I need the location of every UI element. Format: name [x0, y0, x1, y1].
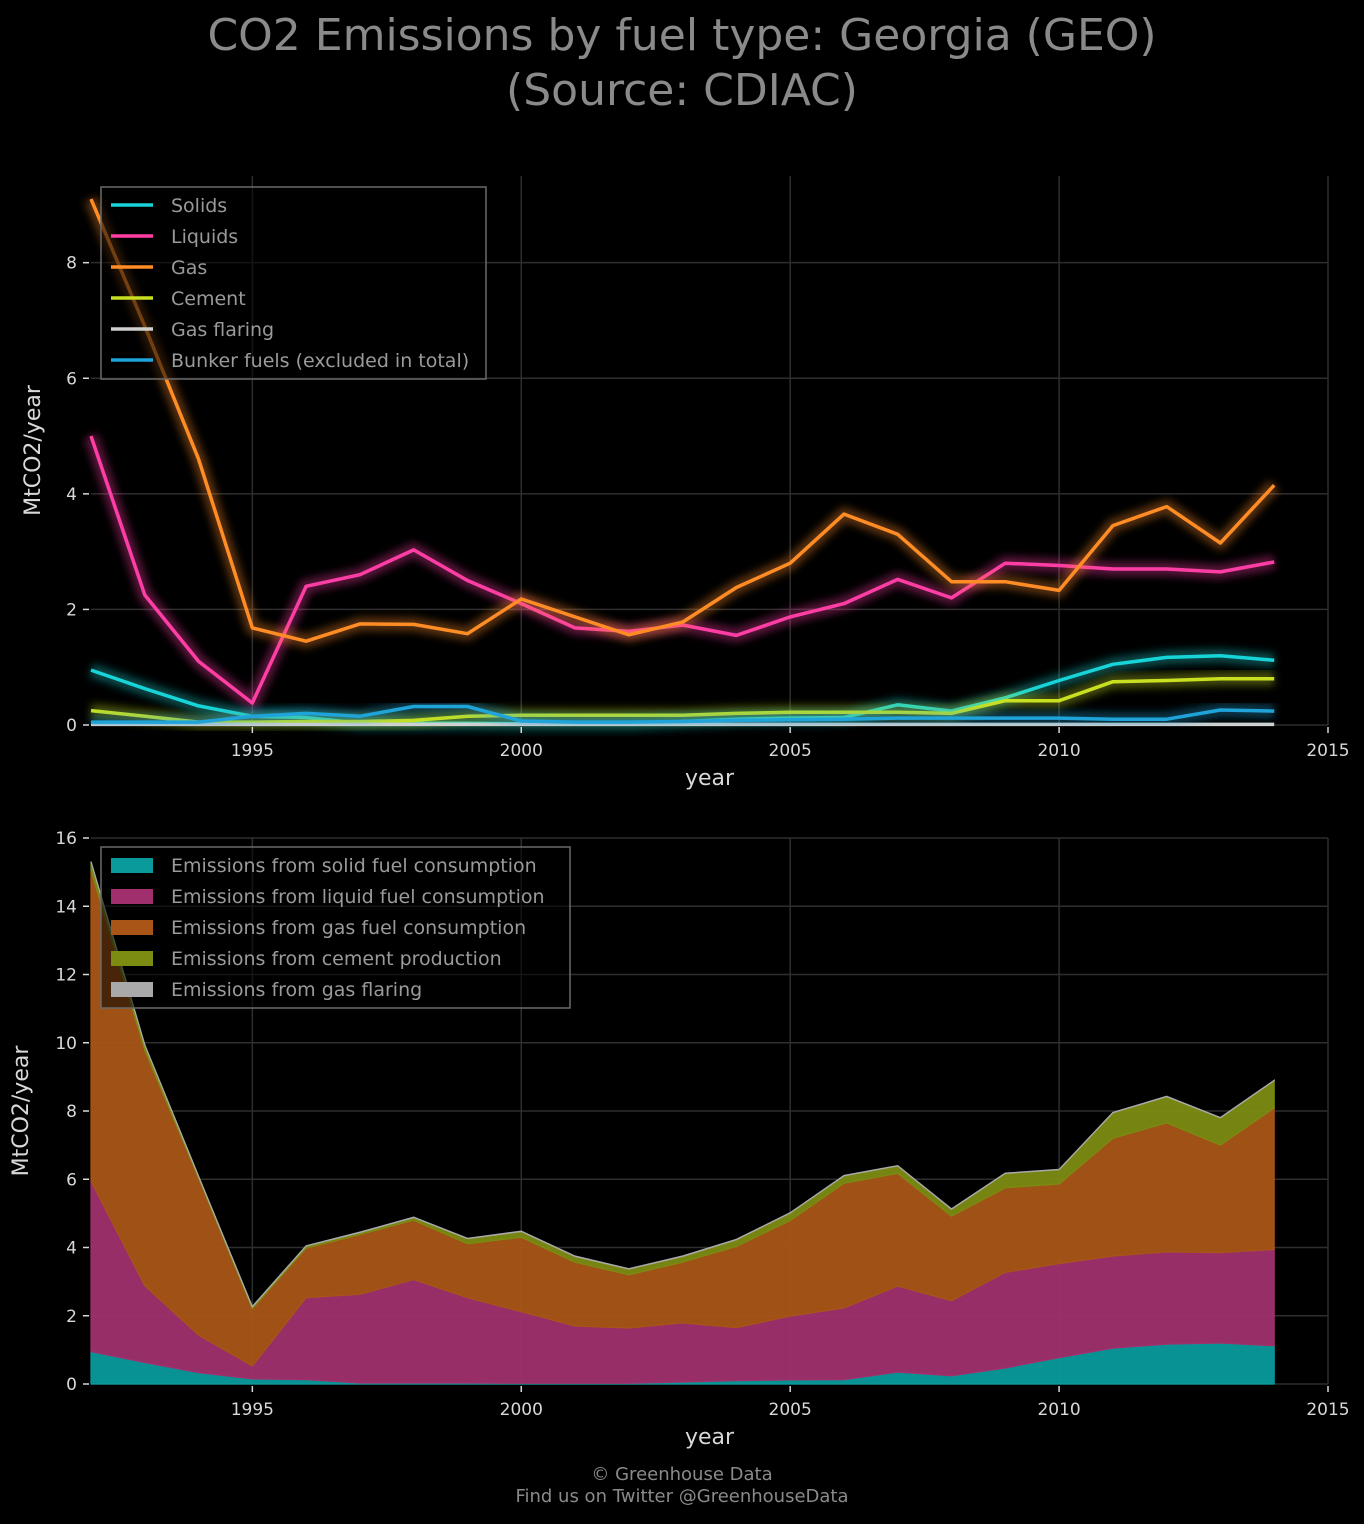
xtick-label: 2015 — [1306, 1400, 1349, 1420]
legend-label: Emissions from gas flaring — [171, 979, 422, 1001]
ytick-label: 8 — [66, 1102, 77, 1122]
ytick-label: 4 — [66, 1239, 77, 1259]
legend-swatch — [111, 889, 153, 904]
legend-label: Bunker fuels (excluded in total) — [171, 350, 469, 372]
footer-twitter: Find us on Twitter @GreenhouseData — [515, 1486, 849, 1507]
xtick-label: 2000 — [500, 741, 543, 761]
chart-title-line2: (Source: CDIAC) — [506, 65, 858, 116]
legend-label: Liquids — [171, 226, 238, 248]
ytick-label: 6 — [66, 369, 77, 389]
footer: © Greenhouse Data Find us on Twitter @Gr… — [0, 1464, 1364, 1508]
legend-top: Solids Liquids Gas Cement Gas flaring Bunker … — [100, 186, 487, 380]
legend-label: Emissions from cement production — [171, 948, 502, 970]
xtick-label: 2000 — [500, 1400, 543, 1420]
legend-label: Gas flaring — [171, 319, 274, 341]
legend-bottom: Emissions from solid fuel consumption Emi… — [100, 846, 571, 1009]
legend-label: Emissions from liquid fuel consumption — [171, 886, 545, 908]
xtick-label: 2005 — [769, 741, 812, 761]
ytick-label: 0 — [66, 716, 77, 736]
legend-label: Emissions from gas fuel consumption — [171, 917, 526, 939]
x-axis-label: year — [685, 1425, 735, 1450]
chart-title-line1: CO2 Emissions by fuel type: Georgia (GEO… — [207, 10, 1157, 61]
ytick-label: 4 — [66, 485, 77, 505]
legend-swatch — [111, 858, 153, 873]
series-line-gas — [89, 198, 1276, 643]
legend-label: Solids — [171, 195, 227, 217]
legend-label: Emissions from solid fuel consumption — [171, 855, 537, 877]
legend-label: Cement — [171, 288, 246, 310]
legend-swatch — [111, 951, 153, 966]
ytick-label: 14 — [55, 897, 77, 917]
xtick-label: 2010 — [1037, 1400, 1080, 1420]
ytick-label: 6 — [66, 1170, 77, 1190]
y-axis-label: MtCO2/year — [21, 384, 46, 516]
legend-label: Gas — [171, 257, 207, 279]
ytick-label: 0 — [66, 1375, 77, 1395]
legend-swatch — [111, 982, 153, 997]
ytick-label: 2 — [66, 1307, 77, 1327]
legend-swatch — [111, 920, 153, 935]
xtick-label: 1995 — [231, 1400, 274, 1420]
line-chart: 0 2 4 6 8 1995 2000 2005 2010 2015 year MtCO2/year S… — [21, 176, 1350, 791]
legend-frame — [100, 186, 487, 380]
ytick-label: 10 — [55, 1034, 77, 1054]
chart-title: CO2 Emissions by fuel type: Georgia (GEO… — [0, 8, 1364, 118]
xtick-label: 2010 — [1037, 741, 1080, 761]
series-line-bunker-fuels-excluded-in-total — [91, 704, 1275, 724]
xtick-label: 1995 — [231, 741, 274, 761]
xtick-label: 2015 — [1306, 741, 1349, 761]
stacked-area-chart: 0 2 4 6 8 10 12 14 16 1995 2000 2005 2010 2015 year MtC… — [9, 829, 1350, 1450]
ytick-label: 8 — [66, 254, 77, 274]
footer-copyright: © Greenhouse Data — [591, 1464, 773, 1485]
x-axis-label: year — [685, 766, 735, 791]
ytick-label: 2 — [66, 600, 77, 620]
area-emissions-from-gas-flaring — [90, 861, 1275, 1309]
ytick-label: 16 — [55, 829, 77, 849]
ytick-label: 12 — [55, 966, 77, 986]
legend-frame — [100, 846, 571, 1009]
y-axis-label: MtCO2/year — [9, 1045, 34, 1177]
xtick-label: 2005 — [769, 1400, 812, 1420]
